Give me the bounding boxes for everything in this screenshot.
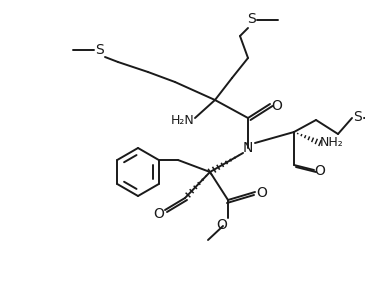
- Text: S: S: [354, 110, 362, 124]
- Text: S: S: [247, 12, 255, 26]
- Text: S: S: [96, 43, 104, 57]
- Text: NH₂: NH₂: [320, 137, 344, 149]
- Text: O: O: [272, 99, 283, 113]
- Text: N: N: [243, 141, 253, 155]
- Text: O: O: [216, 218, 227, 232]
- Text: O: O: [315, 164, 326, 178]
- Text: O: O: [257, 186, 268, 200]
- Text: H₂N: H₂N: [171, 113, 195, 127]
- Text: O: O: [154, 207, 165, 221]
